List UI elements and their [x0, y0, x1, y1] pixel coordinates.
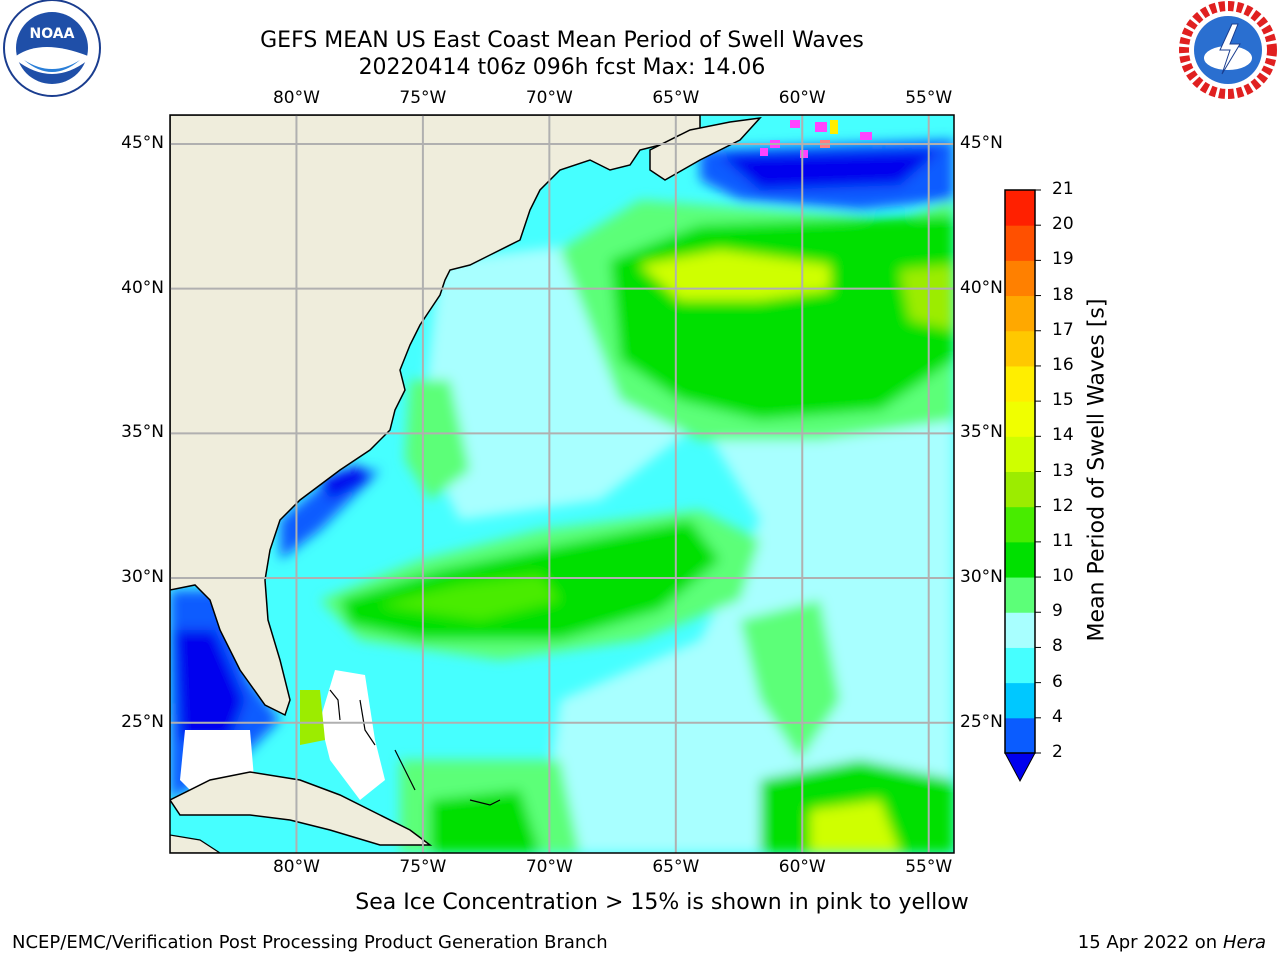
lat-tick-right: 40°N	[960, 277, 1003, 298]
lat-tick-left: 25°N	[121, 711, 164, 732]
colorbar-tick-label: 20	[1052, 214, 1074, 235]
colorbar-tick-label: 6	[1052, 671, 1063, 692]
map-frame	[169, 114, 955, 854]
colorbar-bin	[1005, 260, 1035, 297]
colorbar-bin	[1005, 577, 1035, 613]
lon-tick-bot: 55°W	[905, 857, 953, 877]
lat-tick-left: 30°N	[121, 567, 164, 588]
colorbar-tick-label: 8	[1052, 636, 1063, 657]
nws-logo	[1176, 0, 1278, 100]
colorbar-bin	[1005, 295, 1035, 332]
footer-date: 15 Apr 2022 on Hera	[1078, 932, 1266, 953]
lat-tick-right: 35°N	[960, 422, 1003, 443]
colorbar-bin	[1005, 717, 1035, 754]
chart-subtitle: 20220414 t06z 096h fcst Max: 14.06	[358, 55, 766, 80]
colorbar-tick-label: 12	[1052, 495, 1074, 516]
lat-tick-left: 40°N	[121, 277, 164, 298]
chart-title: GEFS MEAN US East Coast Mean Period of S…	[260, 28, 864, 53]
lon-tick-top: 60°W	[778, 88, 826, 108]
colorbar-tick-label: 19	[1052, 249, 1074, 270]
sea-ice-note: Sea Ice Concentration > 15% is shown in …	[355, 890, 969, 915]
footer-date-text: 15 Apr 2022 on	[1077, 932, 1223, 953]
lat-tick-right: 25°N	[960, 711, 1003, 732]
map-gridlines	[170, 115, 954, 853]
lon-tick-bot: 60°W	[778, 857, 826, 877]
colorbar-bin	[1005, 330, 1035, 367]
lon-tick-top: 55°W	[905, 88, 953, 108]
colorbar-extend-arrow	[1004, 752, 1036, 783]
lon-tick-bot: 80°W	[272, 857, 320, 877]
colorbar-bin	[1005, 436, 1035, 472]
colorbar-bin	[1005, 471, 1035, 508]
land-cuba	[170, 771, 433, 846]
footer-host: Hera	[1222, 932, 1266, 953]
lon-tick-top: 65°W	[652, 88, 700, 108]
colorbar-label: Mean Period of Swell Waves [s]	[1084, 298, 1110, 642]
colorbar-tick-label: 4	[1052, 706, 1063, 727]
colorbar-bin	[1005, 401, 1035, 437]
lon-tick-top: 80°W	[272, 88, 320, 108]
colorbar-bin	[1005, 190, 1035, 226]
colorbar-tick-label: 13	[1052, 460, 1074, 481]
colorbar-tick-label: 17	[1052, 319, 1074, 340]
colorbar-bin	[1005, 612, 1035, 648]
colorbar-tick-label: 10	[1052, 566, 1074, 587]
lon-tick-bot: 70°W	[525, 857, 573, 877]
colorbar-tick-label: 16	[1052, 354, 1074, 375]
colorbar-bin	[1005, 225, 1035, 261]
noaa-logo-text: NOAA	[30, 26, 75, 42]
colorbar-bin	[1005, 365, 1035, 402]
colorbar-tick-label: 21	[1052, 179, 1074, 199]
colorbar-bin	[1005, 506, 1035, 543]
lat-tick-left: 45°N	[121, 132, 164, 153]
lon-tick-top: 75°W	[399, 88, 447, 108]
colorbar-bin	[1005, 647, 1035, 684]
colorbar-bin	[1005, 541, 1035, 578]
colorbar-tick-label: 18	[1052, 284, 1074, 305]
lat-tick-right: 30°N	[960, 567, 1003, 588]
footer-credit: NCEP/EMC/Verification Post Processing Pr…	[12, 932, 608, 953]
colorbar-tick-label: 14	[1052, 425, 1074, 446]
colorbar-tick-label: 11	[1052, 530, 1074, 551]
colorbar	[1004, 189, 1041, 783]
colorbar-tick-label: 2	[1052, 742, 1063, 762]
land-north-america	[170, 115, 701, 717]
lat-tick-right: 45°N	[960, 132, 1003, 153]
lon-tick-top: 70°W	[525, 88, 573, 108]
colorbar-tick-label: 15	[1052, 390, 1074, 411]
noaa-logo: NOAA	[2, 0, 102, 98]
lon-tick-bot: 65°W	[652, 857, 700, 877]
lon-tick-bot: 75°W	[399, 857, 447, 877]
colorbar-bin	[1005, 682, 1035, 719]
colorbar-tick-label: 9	[1052, 601, 1063, 622]
lat-tick-left: 35°N	[121, 422, 164, 443]
